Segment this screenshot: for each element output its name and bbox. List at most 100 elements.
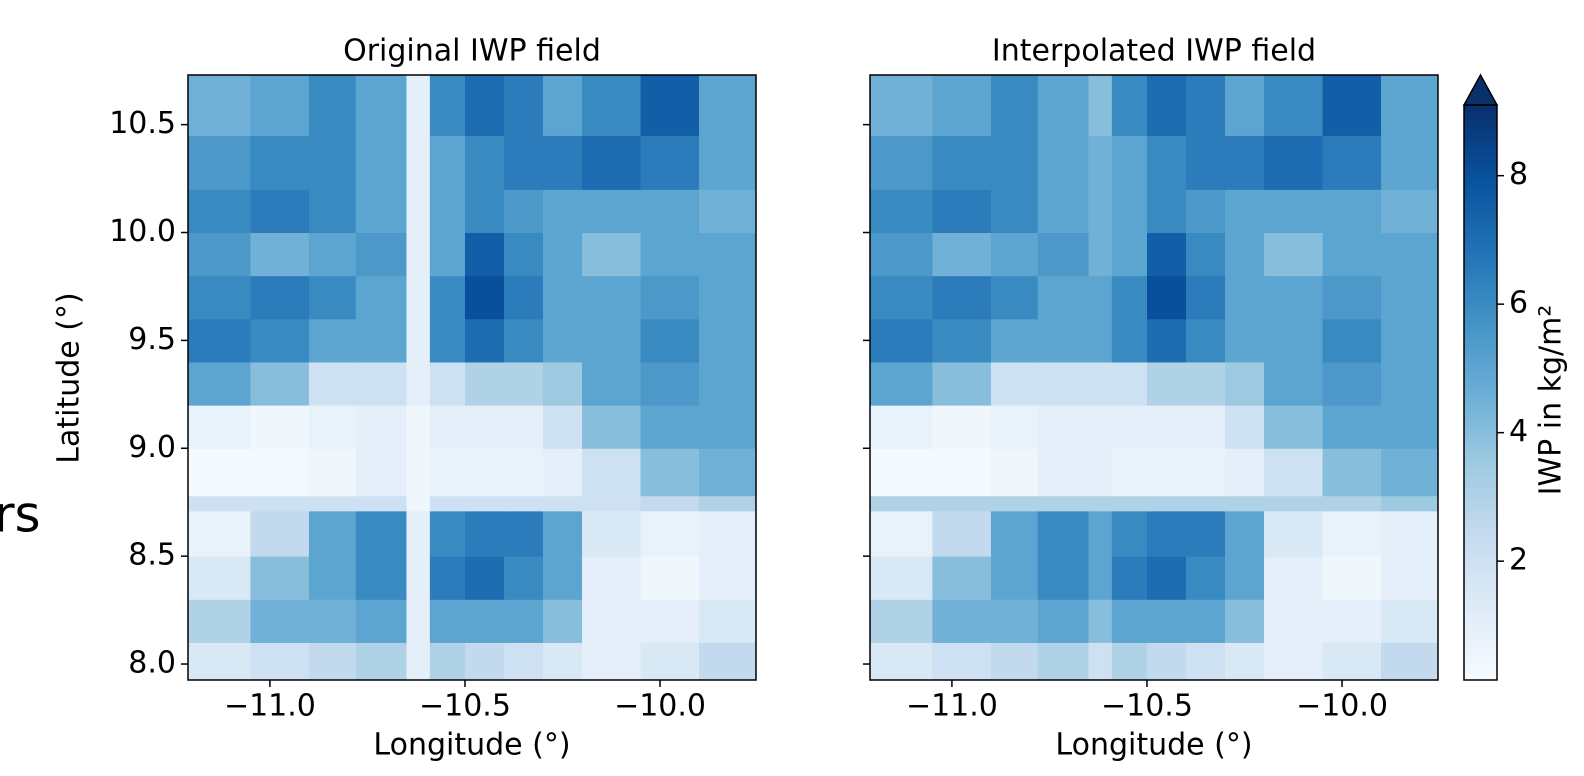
heatmap-cell [699,556,757,600]
heatmap-cell [1225,405,1265,449]
heatmap-cell [503,318,544,363]
heatmap-cell [188,318,251,363]
heatmap-cell [1111,275,1148,320]
heatmap-cell [1088,275,1113,320]
heatmap-cell [1225,318,1265,363]
heatmap-cell [1088,599,1113,643]
heatmap-cell [1322,275,1382,320]
heatmap-cell [1185,448,1226,497]
heatmap-cell [870,642,933,681]
heatmap-cell [640,556,700,600]
heatmap-cell [429,510,466,557]
heatmap-cell [699,448,757,497]
heatmap-cell [1146,448,1187,497]
heatmap-cell [543,556,583,600]
heatmap-cell [406,556,431,600]
heatmap-cell [1322,405,1382,449]
heatmap-cell [1037,405,1089,449]
heatmap-cell [1322,510,1382,557]
heatmap-cell [990,275,1039,320]
heatmap-cell [990,135,1039,190]
heatmap-cell [429,75,466,136]
heatmap-cell [250,599,310,643]
heatmap-cell [640,642,700,681]
heatmap-cell [1111,556,1148,600]
heatmap-cell [503,405,544,449]
heatmap-cell [464,275,505,320]
heatmap-cell [932,495,992,512]
heatmap-cell [1264,556,1324,600]
heatmap-cell [188,275,251,320]
heatmap-cell [932,510,992,557]
heatmap-cell [640,75,700,136]
heatmap-cell [1264,232,1324,277]
heatmap-cell [582,448,642,497]
heatmap-cell [464,405,505,449]
heatmap-cell [699,599,757,643]
heatmap-cell [355,556,407,600]
heatmap-cell [1322,642,1382,681]
heatmap-cell [1037,275,1089,320]
heatmap-cell [503,189,544,234]
heatmap-cell [308,448,357,497]
heatmap-cell [1111,642,1148,681]
heatmap-cell [1381,510,1439,557]
heatmap-cell [932,189,992,234]
heatmap-cell [1088,189,1113,234]
heatmap-cell [1088,495,1113,512]
heatmap-cell [870,510,933,557]
heatmap-cell [1381,135,1439,190]
panel-title: Interpolated IWP field [992,34,1316,69]
heatmap-cell [1037,448,1089,497]
heatmap-cell [1322,448,1382,497]
heatmap-cell [1225,495,1265,512]
heatmap-cell [870,405,933,449]
heatmap-cell [870,599,933,643]
heatmap-cell [990,510,1039,557]
heatmap-cell [1185,318,1226,363]
heatmap-cell [543,75,583,136]
heatmap-cell [543,495,583,512]
heatmap-cell [1225,599,1265,643]
heatmap-cell [1322,318,1382,363]
heatmap-cell [188,599,251,643]
heatmap-cell [640,275,700,320]
heatmap-cell [406,599,431,643]
heatmap-cell [250,510,310,557]
heatmap-cell [1111,75,1148,136]
colorbar-label: IWP in kg/m² [1534,305,1569,496]
colorbar [1464,105,1497,680]
heatmap-cell [932,642,992,681]
heatmap-cell [699,232,757,277]
heatmap-cell [1322,361,1382,406]
heatmap-cell [1381,361,1439,406]
heatmap-cell [582,361,642,406]
heatmap-cell [250,135,310,190]
heatmap-cell [250,642,310,681]
y-tick-label: 9.5 [128,322,176,357]
heatmap-cell [990,189,1039,234]
heatmap-cell [406,361,431,406]
heatmap-cell [1185,405,1226,449]
heatmap-cell [188,189,251,234]
heatmap-cell [1322,75,1382,136]
heatmap-cell [188,232,251,277]
heatmap-cell [870,318,933,363]
heatmap-cell [1225,642,1265,681]
heatmap-cell [1037,189,1089,234]
heatmap-cell [582,642,642,681]
heatmap-cell [870,556,933,600]
heatmap-cell [503,75,544,136]
colorbar-tick-label: 4 [1509,414,1528,449]
heatmap-cell [464,232,505,277]
heatmap-cell [1264,275,1324,320]
heatmap-cell [1381,495,1439,512]
heatmap-cell [1264,510,1324,557]
heatmap-cell [464,135,505,190]
heatmap-cell [1322,135,1382,190]
heatmap-cell [1146,361,1187,406]
heatmap-cell [1322,189,1382,234]
x-axis-label: Longitude (°) [373,728,570,763]
heatmap-cell [1381,75,1439,136]
cropped-text: rs [0,486,41,544]
